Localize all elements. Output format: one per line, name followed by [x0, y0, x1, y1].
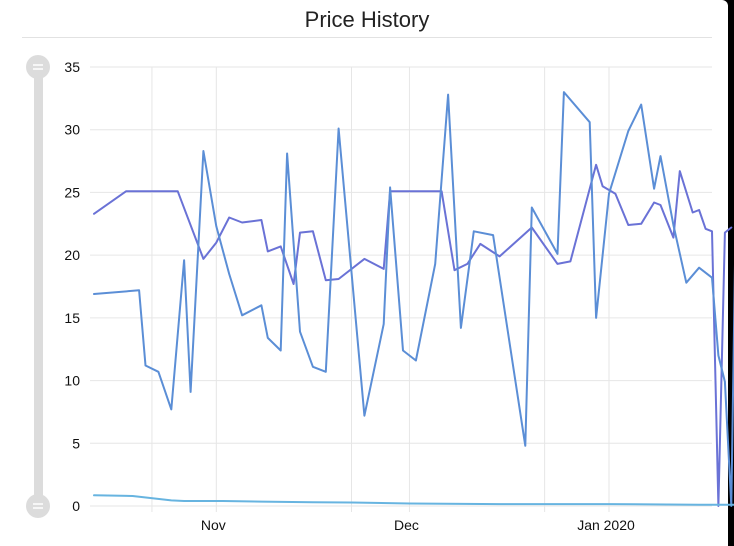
series-line-2: [93, 91, 734, 507]
series-line-1: [93, 163, 733, 507]
navigator-track[interactable]: [34, 67, 43, 506]
x-tick-label: Dec: [394, 517, 419, 533]
range-navigator[interactable]: [26, 55, 50, 518]
x-axis-ticks: Nov Dec Jan 2020: [201, 517, 635, 533]
y-tick-label: 0: [72, 498, 80, 514]
chart-title: Price History: [304, 7, 430, 32]
y-axis-ticks: 0 5 10 15 20 25 30 35: [64, 59, 80, 514]
series-lines: [93, 91, 734, 507]
y-tick-label: 20: [64, 247, 80, 263]
x-tick-label: Nov: [201, 517, 226, 533]
y-tick-label: 5: [72, 435, 80, 451]
navigator-bottom-handle[interactable]: [26, 494, 50, 518]
y-tick-label: 30: [64, 122, 80, 138]
y-tick-label: 10: [64, 373, 80, 389]
y-tick-label: 15: [64, 310, 80, 326]
y-tick-label: 35: [64, 59, 80, 75]
title-divider: [22, 37, 712, 38]
y-tick-label: 25: [64, 184, 80, 200]
series-line-3: [93, 494, 734, 506]
navigator-top-handle[interactable]: [26, 55, 50, 79]
grid-lines: [90, 66, 712, 512]
x-tick-label: Jan 2020: [577, 517, 635, 533]
